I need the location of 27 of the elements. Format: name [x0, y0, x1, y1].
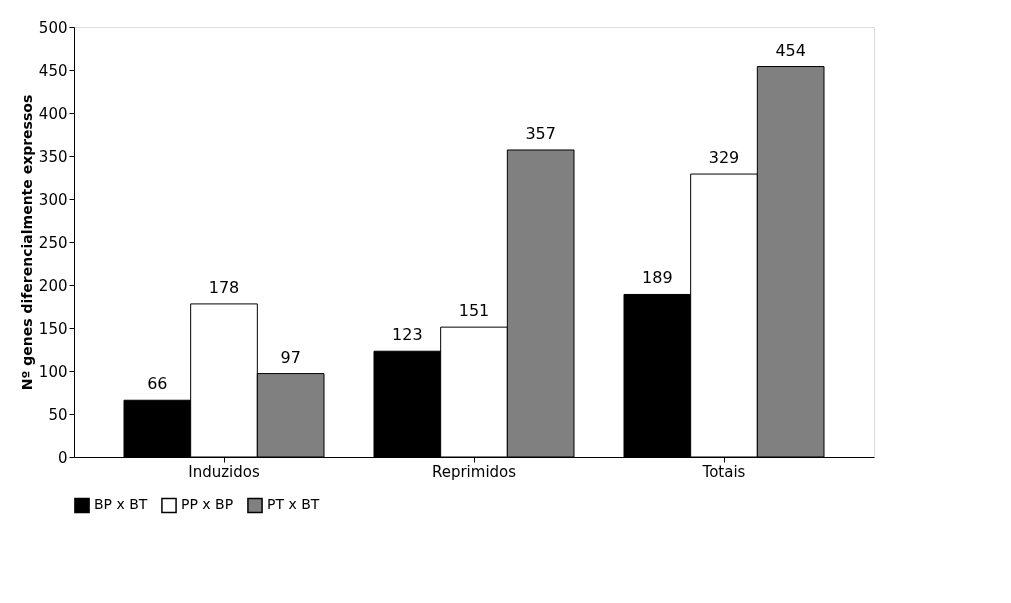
- x-tick-label: Induzidos: [188, 462, 260, 481]
- y-tick-label: 450: [38, 61, 68, 80]
- data-label: 329: [708, 148, 740, 168]
- y-tick-label: 0: [57, 448, 68, 467]
- legend-label: PP x BP: [181, 496, 234, 513]
- data-label: 178: [208, 277, 240, 297]
- legend-label: PT x BT: [267, 496, 320, 513]
- y-tick-label: 400: [38, 104, 68, 123]
- legend-label: BP x BT: [94, 496, 148, 513]
- x-tick-label: Reprimidos: [431, 462, 517, 481]
- x-tick-label: Totais: [701, 462, 746, 481]
- y-tick-label: 150: [38, 319, 68, 338]
- data-label: 454: [775, 40, 806, 60]
- data-label: 357: [525, 123, 556, 143]
- data-label: 189: [642, 268, 673, 288]
- y-tick-label: 500: [38, 18, 68, 37]
- y-tick-label: 350: [38, 147, 68, 166]
- y-tick-label: 100: [38, 362, 68, 381]
- data-label: 151: [458, 301, 490, 321]
- y-tick-label: 200: [38, 276, 68, 295]
- data-label: 66: [147, 374, 168, 394]
- y-tick-label: 250: [38, 233, 68, 252]
- data-label: 97: [280, 347, 301, 367]
- y-axis-title: Nº genes diferencialmente expressos: [18, 94, 35, 391]
- y-tick-label: 300: [38, 190, 68, 209]
- data-label: 123: [392, 325, 423, 345]
- y-tick-label: 50: [48, 405, 68, 424]
